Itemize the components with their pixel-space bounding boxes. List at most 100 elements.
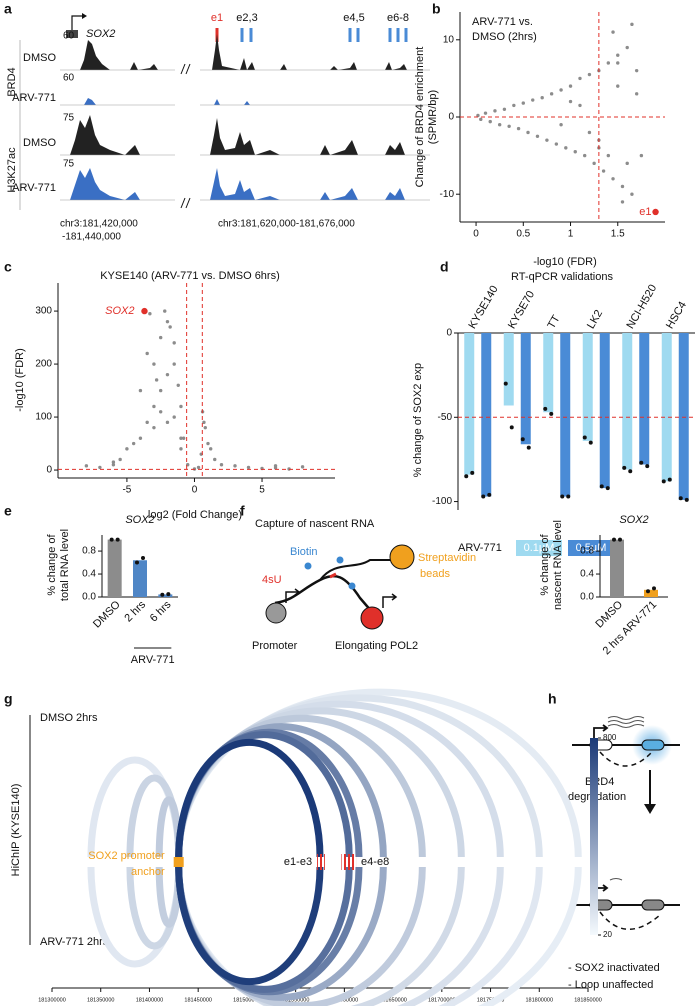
bar bbox=[107, 539, 122, 597]
point bbox=[145, 420, 149, 425]
4su-mark bbox=[329, 572, 337, 579]
gene-body bbox=[66, 30, 78, 38]
bar bbox=[678, 333, 689, 500]
point bbox=[568, 84, 573, 88]
y-tick-label: 200 bbox=[35, 359, 52, 370]
exon-label: e4,5 bbox=[343, 12, 364, 24]
point bbox=[300, 465, 305, 469]
y-tick-label: 0.8 bbox=[580, 546, 594, 557]
point bbox=[634, 68, 639, 73]
diagram-label: Elongating POL2 bbox=[335, 640, 418, 652]
track-scale: 75 bbox=[63, 113, 75, 124]
point bbox=[488, 119, 492, 124]
point bbox=[181, 436, 186, 440]
point bbox=[158, 388, 163, 393]
track-scale: 75 bbox=[63, 159, 75, 170]
exon-label: e4-e8 bbox=[361, 856, 389, 868]
point bbox=[497, 123, 502, 127]
x-tick-label: 2 hrs bbox=[122, 598, 148, 624]
replicate-point bbox=[135, 560, 139, 565]
y-axis-label: Change of BRD4 enrichment bbox=[414, 47, 426, 188]
group-label: BRD4 bbox=[6, 67, 18, 96]
point bbox=[493, 109, 497, 113]
point bbox=[98, 465, 102, 470]
point bbox=[206, 441, 210, 446]
legend-title: ARV-771 bbox=[458, 542, 502, 554]
x-tick-label: KYSE140 bbox=[466, 284, 500, 331]
track-label: DMSO bbox=[23, 52, 56, 64]
point bbox=[559, 88, 563, 92]
diagram-label: Promoter bbox=[252, 640, 298, 652]
point bbox=[158, 410, 163, 414]
point bbox=[578, 76, 582, 81]
panel-letter: g bbox=[4, 691, 13, 707]
x-tick-label: 181400000 bbox=[136, 997, 164, 1003]
point bbox=[634, 92, 639, 96]
y-tick-label: 0 bbox=[446, 328, 452, 339]
legend-swatch bbox=[568, 540, 614, 556]
point bbox=[620, 200, 625, 204]
chart-title: SOX2 bbox=[619, 514, 648, 526]
y-tick-label: 10 bbox=[443, 34, 455, 45]
x-tick-label: 181550000 bbox=[282, 997, 310, 1003]
y-tick-label: 300 bbox=[35, 306, 52, 317]
bar bbox=[622, 333, 633, 470]
replicate-point bbox=[605, 486, 610, 491]
point bbox=[152, 425, 156, 430]
replicate-point bbox=[588, 440, 593, 445]
point bbox=[202, 420, 206, 425]
point bbox=[196, 465, 201, 470]
bar bbox=[133, 560, 147, 597]
y-axis-label: % change of bbox=[539, 533, 551, 595]
point bbox=[152, 362, 156, 366]
enhancer bbox=[641, 899, 665, 911]
loop-arc bbox=[175, 738, 324, 858]
track-scale: 60 bbox=[63, 73, 75, 84]
y-tick-label: -100 bbox=[432, 496, 452, 507]
bar bbox=[481, 333, 492, 497]
highlight-point bbox=[652, 208, 659, 216]
point bbox=[476, 113, 480, 118]
enhancer bbox=[641, 739, 665, 751]
point bbox=[516, 126, 521, 131]
x-tick-label: -5 bbox=[122, 485, 131, 496]
point bbox=[521, 101, 525, 105]
point bbox=[606, 61, 611, 65]
highlight-point bbox=[141, 307, 148, 315]
point bbox=[616, 53, 620, 57]
colorbar bbox=[590, 738, 598, 935]
point bbox=[507, 124, 511, 128]
point bbox=[583, 153, 587, 158]
bar bbox=[599, 333, 610, 489]
point bbox=[208, 447, 213, 451]
chart-title: ARV-771 vs. bbox=[472, 16, 533, 28]
replicate-point bbox=[678, 496, 683, 501]
arrow bbox=[593, 724, 609, 740]
panel-letter: d bbox=[440, 259, 449, 275]
exon-label: e1 bbox=[211, 12, 223, 24]
loop-arc bbox=[175, 723, 387, 858]
panel-letter: a bbox=[4, 1, 12, 17]
colorbar-label: 800 bbox=[603, 733, 617, 742]
x-tick-label: 0.5 bbox=[516, 229, 530, 240]
y-tick-label: -50 bbox=[438, 412, 453, 423]
panel-h: h BRD4 degradation - SOX2 inactivated - … bbox=[548, 691, 680, 991]
replicate-point bbox=[652, 586, 656, 591]
point bbox=[639, 153, 644, 158]
point bbox=[172, 415, 176, 419]
y-axis-label: nascent RNA level bbox=[552, 520, 564, 610]
point bbox=[125, 447, 129, 451]
panel-letter: e bbox=[4, 503, 12, 519]
bar bbox=[639, 333, 650, 465]
loop-arc bbox=[175, 728, 363, 858]
point bbox=[592, 161, 596, 166]
tss-arrow bbox=[71, 15, 84, 30]
track-scale: 60 bbox=[63, 31, 75, 42]
highlight-label: SOX2 bbox=[105, 305, 134, 317]
arrow bbox=[382, 593, 398, 608]
point bbox=[625, 45, 629, 50]
diagram-title: Capture of nascent RNA bbox=[255, 518, 375, 530]
point bbox=[620, 184, 625, 189]
replicate-point bbox=[684, 497, 689, 502]
